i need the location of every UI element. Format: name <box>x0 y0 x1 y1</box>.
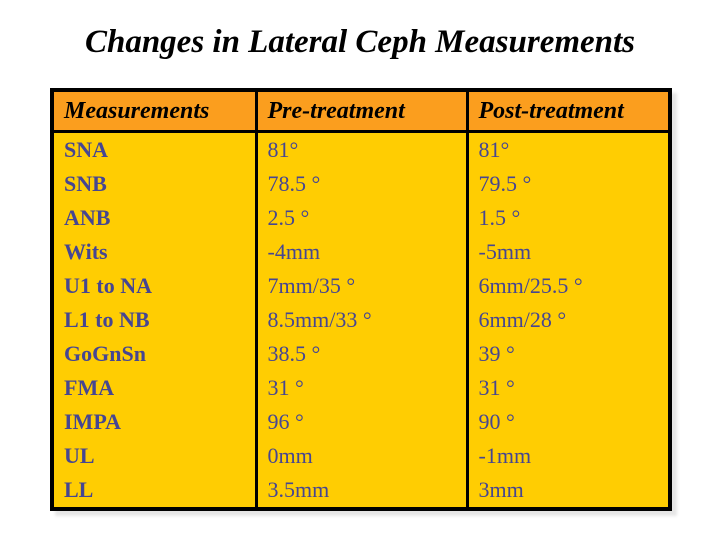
pre-treatment-value: 7mm/35 ° <box>254 269 467 303</box>
pre-treatment-value: 81° <box>254 131 467 167</box>
column-header-pre-treatment: Pre-treatment <box>254 90 467 133</box>
row-label: GoGnSn <box>52 337 256 371</box>
row-label: ANB <box>52 201 256 235</box>
table-row: Wits -4mm -5mm <box>52 235 670 269</box>
row-label: LL <box>52 473 256 509</box>
post-treatment-value: 6mm/28 ° <box>465 303 670 337</box>
row-label: U1 to NA <box>52 269 256 303</box>
post-treatment-value: 3mm <box>465 473 670 509</box>
post-treatment-value: 6mm/25.5 ° <box>465 269 670 303</box>
pre-treatment-value: -4mm <box>254 235 467 269</box>
table-header: Measurements Pre-treatment Post-treatmen… <box>52 90 670 133</box>
column-header-measurements: Measurements <box>52 90 256 133</box>
post-treatment-value: -1mm <box>465 439 670 473</box>
table-row: U1 to NA 7mm/35 ° 6mm/25.5 ° <box>52 269 670 303</box>
post-treatment-value: 31 ° <box>465 371 670 405</box>
table-row: SNA 81° 81° <box>52 131 670 167</box>
pre-treatment-value: 8.5mm/33 ° <box>254 303 467 337</box>
table-row: L1 to NB 8.5mm/33 ° 6mm/28 ° <box>52 303 670 337</box>
table-row: GoGnSn 38.5 ° 39 ° <box>52 337 670 371</box>
post-treatment-value: 81° <box>465 131 670 167</box>
row-label: SNB <box>52 167 256 201</box>
pre-treatment-value: 0mm <box>254 439 467 473</box>
table-body: SNA 81° 81° SNB 78.5 ° 79.5 ° ANB 2.5 ° 1.5 ° Wit… <box>52 131 670 509</box>
column-header-post-treatment: Post-treatment <box>465 90 670 133</box>
table-row: FMA 31 ° 31 ° <box>52 371 670 405</box>
post-treatment-value: 79.5 ° <box>465 167 670 201</box>
pre-treatment-value: 31 ° <box>254 371 467 405</box>
pre-treatment-value: 78.5 ° <box>254 167 467 201</box>
row-label: UL <box>52 439 256 473</box>
post-treatment-value: 39 ° <box>465 337 670 371</box>
pre-treatment-value: 38.5 ° <box>254 337 467 371</box>
table-row: SNB 78.5 ° 79.5 ° <box>52 167 670 201</box>
pre-treatment-value: 2.5 ° <box>254 201 467 235</box>
row-label: SNA <box>52 131 256 167</box>
table-row: LL 3.5mm 3mm <box>52 473 670 509</box>
table-row: IMPA 96 ° 90 ° <box>52 405 670 439</box>
post-treatment-value: 90 ° <box>465 405 670 439</box>
row-label: IMPA <box>52 405 256 439</box>
table-header-row: Measurements Pre-treatment Post-treatmen… <box>52 90 670 133</box>
pre-treatment-value: 3.5mm <box>254 473 467 509</box>
table-row: UL 0mm -1mm <box>52 439 670 473</box>
post-treatment-value: -5mm <box>465 235 670 269</box>
ceph-measurements-table: Measurements Pre-treatment Post-treatmen… <box>50 88 672 511</box>
table-row: ANB 2.5 ° 1.5 ° <box>52 201 670 235</box>
post-treatment-value: 1.5 ° <box>465 201 670 235</box>
pre-treatment-value: 96 ° <box>254 405 467 439</box>
row-label: L1 to NB <box>52 303 256 337</box>
row-label: FMA <box>52 371 256 405</box>
row-label: Wits <box>52 235 256 269</box>
page-title: Changes in Lateral Ceph Measurements <box>84 24 636 60</box>
